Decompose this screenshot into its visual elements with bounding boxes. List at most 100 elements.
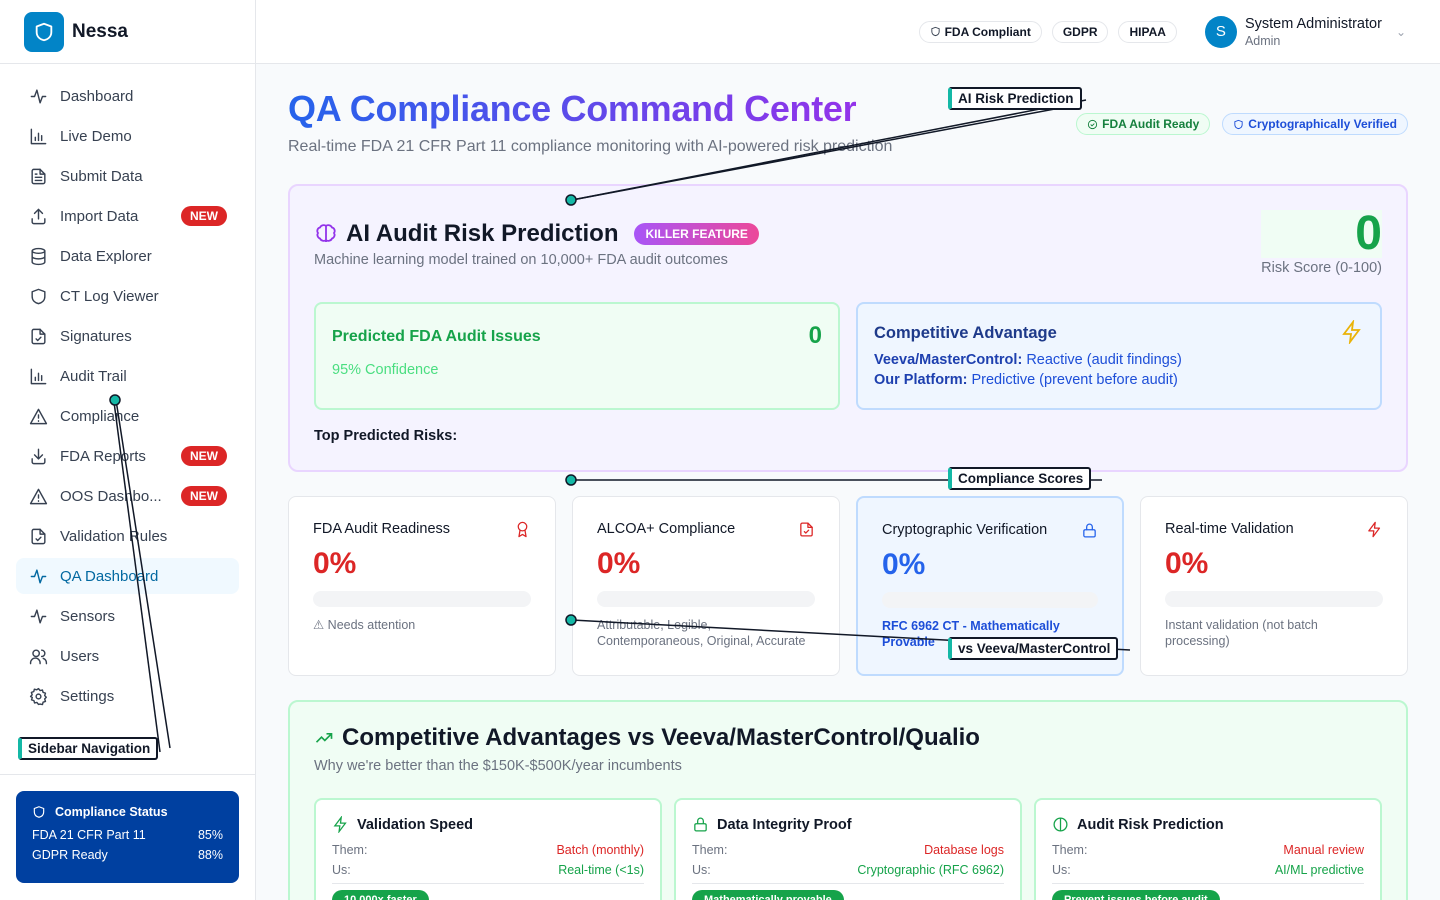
- score-card-fda-audit-readiness: FDA Audit Readiness 0% ⚠ Needs attention: [288, 496, 556, 676]
- shield-icon: [24, 11, 64, 52]
- predicted-confidence: 95% Confidence: [332, 362, 439, 378]
- risk-score: 0 Risk Score (0-100): [1261, 210, 1382, 276]
- sidebar-item-label: Submit Data: [60, 167, 143, 185]
- trending-up-icon: [315, 733, 333, 743]
- risk-score-value: 0: [1261, 210, 1382, 258]
- file-check-icon: [28, 526, 48, 546]
- annotation-ai-risk-prediction: AI Risk Prediction: [948, 87, 1082, 110]
- zap-icon: [1366, 521, 1383, 543]
- chevron-down-icon[interactable]: ⌄: [1395, 24, 1406, 39]
- sidebar-item-data-explorer[interactable]: Data Explorer: [16, 238, 239, 274]
- user-menu[interactable]: S System Administrator Admin ⌄: [1204, 15, 1406, 49]
- new-badge: NEW: [181, 446, 227, 466]
- page-subtitle: Real-time FDA 21 CFR Part 11 compliance …: [288, 138, 893, 155]
- competitive-advantages-section: Competitive Advantages vs Veeva/MasterCo…: [288, 700, 1408, 900]
- annotation-vs-veeva: vs Veeva/MasterControl: [948, 637, 1119, 660]
- users-icon: [28, 646, 48, 666]
- advantages-subtitle: Why we're better than the $150K-$500K/ye…: [314, 758, 682, 774]
- page-title: QA Compliance Command Center: [288, 88, 857, 129]
- activity-icon: [28, 566, 48, 586]
- sidebar-item-label: Compliance: [60, 407, 140, 425]
- annotation-sidebar-navigation: Sidebar Navigation: [18, 737, 159, 760]
- score-note: Attributable, Legible, Contemporaneous, …: [597, 618, 806, 648]
- sidebar-item-label: Live Demo: [60, 127, 132, 145]
- sidebar-item-submit-data[interactable]: Submit Data: [16, 158, 239, 194]
- zap-icon: [1340, 318, 1364, 349]
- sidebar: Nessa Dashboard Live Demo Submit Data Im…: [0, 0, 256, 900]
- score-value: 0%: [1165, 547, 1209, 580]
- award-icon: [514, 521, 531, 543]
- topbar: FDA Compliant GDPR HIPAA S System Admini…: [256, 0, 1440, 64]
- file-text-icon: [28, 166, 48, 186]
- sidebar-item-users[interactable]: Users: [16, 638, 239, 674]
- brain-icon: [316, 224, 336, 242]
- progress-bar: [597, 591, 815, 607]
- database-icon: [28, 246, 48, 266]
- sidebar-item-label: Dashboard: [60, 87, 134, 105]
- new-badge: NEW: [181, 486, 227, 506]
- lock-icon: [694, 817, 707, 832]
- status-row-gdpr: GDPR Ready 88%: [32, 848, 223, 862]
- user-name: System Administrator: [1244, 15, 1382, 32]
- lock-icon: [1081, 522, 1098, 544]
- advantage-card-data-integrity: Data Integrity Proof Them: Database logs …: [674, 798, 1022, 900]
- sidebar-nav: Dashboard Live Demo Submit Data Import D…: [0, 64, 255, 714]
- sidebar-item-import-data[interactable]: Import Data NEW: [16, 198, 239, 234]
- file-check-icon: [28, 326, 48, 346]
- sidebar-item-label: Import Data: [60, 207, 139, 225]
- sidebar-item-compliance[interactable]: Compliance: [16, 398, 239, 434]
- score-card-alcoa-compliance: ALCOA+ Compliance 0% Attributable, Legib…: [572, 496, 840, 676]
- predicted-issues-value: 0: [808, 322, 822, 349]
- shield-icon: [1234, 119, 1243, 129]
- upload-icon: [28, 206, 48, 226]
- sidebar-item-label: Users: [60, 647, 100, 665]
- sidebar-item-label: Audit Trail: [60, 367, 127, 385]
- sidebar-item-label: OOS Dashbo...: [60, 487, 162, 505]
- sidebar-item-signatures[interactable]: Signatures: [16, 318, 239, 354]
- sidebar-item-sensors[interactable]: Sensors: [16, 598, 239, 634]
- shield-icon: [28, 286, 48, 306]
- shield-icon: [33, 806, 45, 818]
- platform-line: Our Platform: Predictive (prevent before…: [874, 372, 1178, 388]
- sidebar-item-fda-reports[interactable]: FDA Reports NEW: [16, 438, 239, 474]
- score-value: 0%: [882, 548, 926, 581]
- main-content: QA Compliance Command Center Real-time F…: [288, 64, 1408, 900]
- advantages-title: Competitive Advantages vs Veeva/MasterCo…: [342, 724, 980, 751]
- header-badges: FDA Audit Ready Cryptographically Verifi…: [1064, 113, 1408, 135]
- advantage-pill: Mathematically provable: [692, 890, 844, 900]
- advantage-pill: Prevent issues before audit: [1052, 890, 1220, 900]
- ai-card-subtitle: Machine learning model trained on 10,000…: [314, 252, 728, 268]
- check-circle-icon: [1088, 119, 1098, 129]
- gear-icon: [28, 686, 48, 706]
- predicted-issues-box: Predicted FDA Audit Issues 0 95% Confide…: [314, 302, 840, 410]
- sidebar-item-label: Validation Rules: [60, 527, 168, 545]
- file-check-icon: [798, 521, 815, 543]
- sidebar-item-audit-trail[interactable]: Audit Trail: [16, 358, 239, 394]
- crypto-verified-badge: Cryptographically Verified: [1222, 113, 1408, 135]
- compliance-status-card: Compliance Status FDA 21 CFR Part 11 85%…: [16, 791, 239, 883]
- sidebar-item-oos-dashboard[interactable]: OOS Dashbo... NEW: [16, 478, 239, 514]
- sidebar-item-settings[interactable]: Settings: [16, 678, 239, 714]
- tag-gdpr: GDPR: [1051, 20, 1109, 43]
- progress-bar: [313, 591, 531, 607]
- progress-bar: [882, 592, 1098, 608]
- bar-chart-icon: [28, 366, 48, 386]
- sidebar-item-qa-dashboard[interactable]: QA Dashboard: [16, 558, 239, 594]
- sidebar-item-ct-log-viewer[interactable]: CT Log Viewer: [16, 278, 239, 314]
- sidebar-item-label: QA Dashboard: [60, 567, 159, 585]
- advantage-card-audit-risk: Audit Risk Prediction Them: Manual review…: [1034, 798, 1382, 900]
- advantage-pill: 10,000x faster: [332, 890, 429, 900]
- sidebar-item-live-demo[interactable]: Live Demo: [16, 118, 239, 154]
- shield-icon: [930, 26, 940, 37]
- sidebar-item-dashboard[interactable]: Dashboard: [16, 78, 239, 114]
- compliance-status-title: Compliance Status: [32, 805, 223, 819]
- sidebar-item-label: Signatures: [60, 327, 132, 345]
- score-card-realtime-validation: Real-time Validation 0% Instant validati…: [1140, 496, 1408, 676]
- competitive-advantage-title: Competitive Advantage: [874, 324, 1057, 342]
- avatar: S: [1204, 15, 1237, 48]
- sidebar-item-validation-rules[interactable]: Validation Rules: [16, 518, 239, 554]
- progress-bar: [1165, 591, 1383, 607]
- score-note: Instant validation (not batch processing…: [1165, 618, 1318, 648]
- brand[interactable]: Nessa: [0, 0, 255, 64]
- activity-icon: [28, 86, 48, 106]
